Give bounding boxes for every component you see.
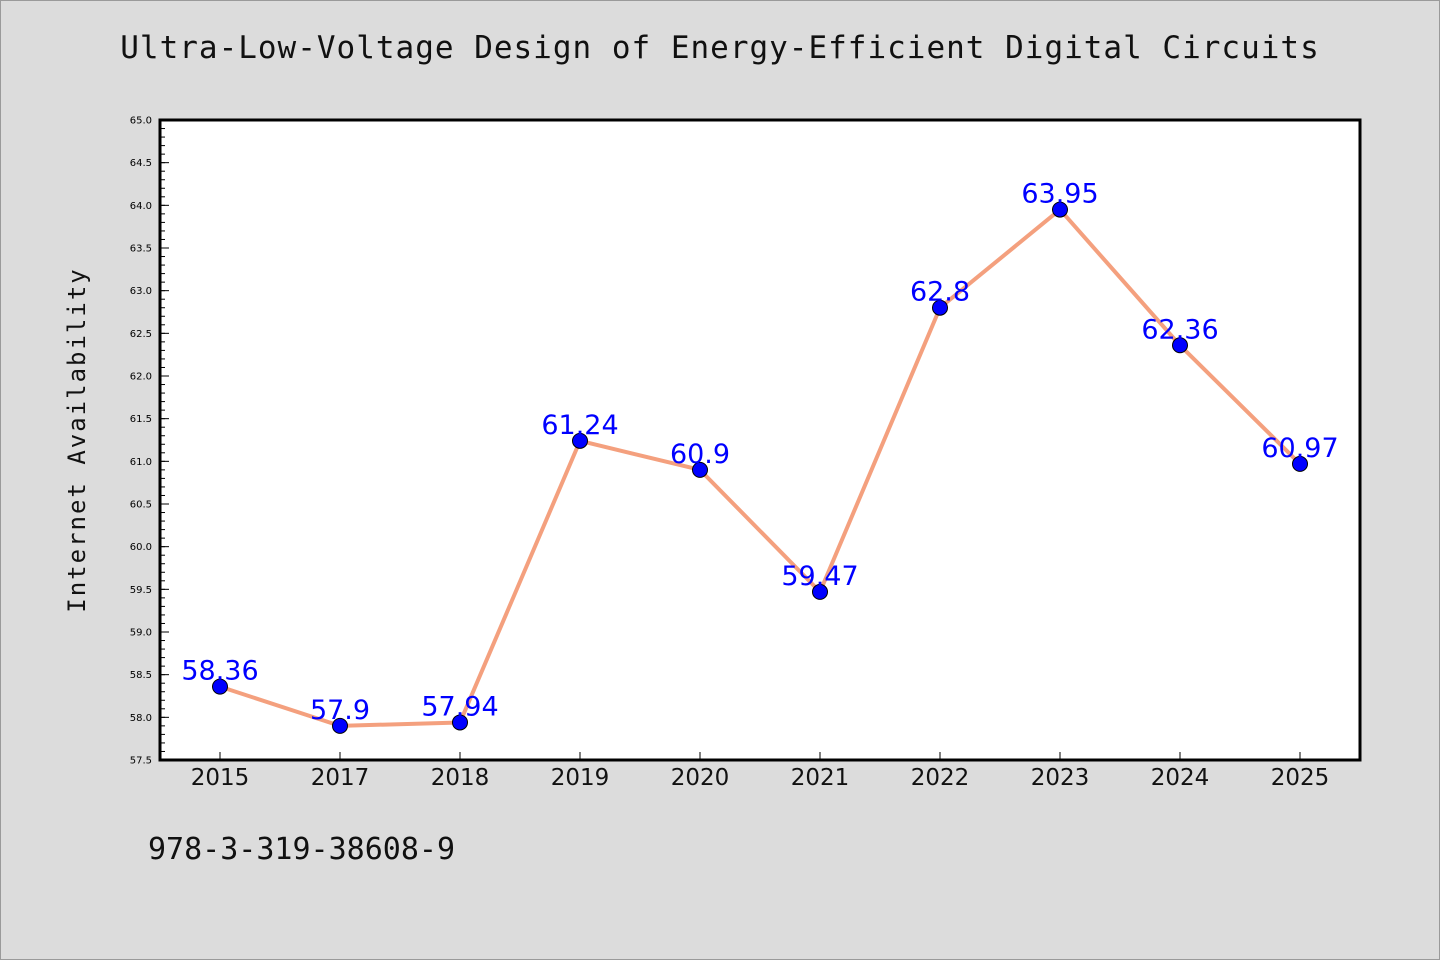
data-label: 61.24 — [541, 410, 618, 441]
data-point — [452, 714, 468, 731]
y-tick-label: 61.0 — [130, 457, 152, 468]
data-label-group: 58.36 57.9 57.94 61.24 60.9 59.47 62.8 63.95 62.… — [181, 179, 1338, 726]
x-tick-label: 2015 — [191, 765, 250, 791]
data-point — [1052, 201, 1068, 218]
data-label: 59.47 — [781, 561, 858, 592]
series-line — [218, 207, 1302, 728]
x-tick-label: 2025 — [1271, 765, 1330, 791]
x-tick-label: 2019 — [551, 765, 610, 791]
data-point — [332, 717, 348, 734]
y-tick-label: 61.5 — [130, 414, 152, 425]
x-tick-label: 2018 — [431, 765, 490, 791]
y-tick-label: 60.0 — [130, 542, 152, 553]
x-tick-label: 2024 — [1151, 765, 1210, 791]
x-tick-label: 2022 — [911, 765, 970, 791]
isbn-text: 978-3-319-38608-9 — [148, 832, 456, 867]
data-label: 62.36 — [1141, 314, 1218, 345]
x-tick-label: 2017 — [311, 765, 370, 791]
y-tick-label: 58.5 — [130, 670, 152, 681]
data-point — [212, 678, 228, 695]
data-point — [1292, 455, 1308, 472]
y-tick-label: 64.0 — [130, 201, 152, 212]
data-point — [1172, 337, 1188, 354]
y-tick-label: 63.5 — [130, 244, 152, 255]
data-label: 63.95 — [1021, 179, 1098, 210]
data-point — [692, 461, 708, 478]
x-tick-label: 2021 — [791, 765, 850, 791]
y-tick-label: 65.0 — [130, 116, 152, 127]
y-tick-label: 58.0 — [130, 713, 152, 724]
data-point — [812, 583, 828, 600]
y-tick-label: 60.5 — [130, 500, 152, 511]
y-tick-label: 62.5 — [130, 329, 152, 340]
y-tick-label: 64.5 — [130, 158, 152, 169]
data-point — [572, 432, 588, 449]
data-label: 62.8 — [910, 277, 970, 308]
data-label: 60.97 — [1261, 433, 1338, 464]
data-label: 57.9 — [310, 695, 370, 726]
x-axis: 2015 2017 2018 2019 2020 2021 2022 2023 2024 2025 — [191, 752, 1330, 791]
y-tick-label: 57.5 — [130, 756, 152, 767]
y-axis: 57.5 58.0 58.5 59.0 59.5 60.0 60.5 61.0 61.5 62.0… — [130, 116, 169, 767]
x-tick-label: 2020 — [671, 765, 730, 791]
y-tick-label: 59.5 — [130, 585, 152, 596]
data-point — [932, 299, 948, 316]
data-label: 57.94 — [421, 691, 498, 722]
data-label: 60.9 — [670, 439, 730, 470]
data-label: 58.36 — [181, 656, 258, 687]
y-tick-label: 59.0 — [130, 628, 152, 639]
series-line-group — [218, 207, 1302, 728]
y-axis-label: Internet Availability — [63, 267, 91, 612]
x-tick-label: 2023 — [1031, 765, 1090, 791]
y-tick-label: 63.0 — [130, 286, 152, 297]
chart-title: Ultra-Low-Voltage Design of Energy-Effic… — [120, 30, 1320, 66]
y-tick-label: 62.0 — [130, 372, 152, 383]
plot-area — [158, 118, 1362, 762]
marker-group — [212, 201, 1308, 734]
